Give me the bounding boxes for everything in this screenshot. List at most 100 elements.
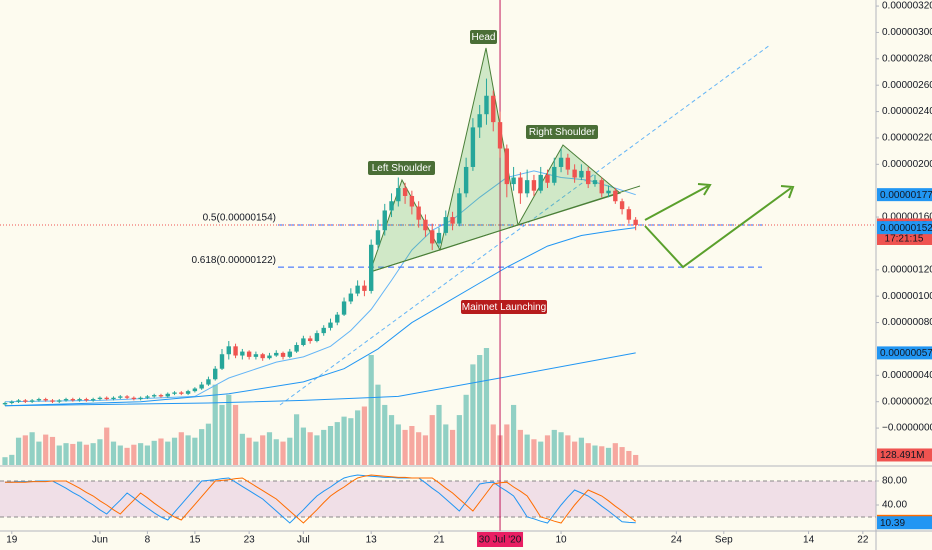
volume-bar xyxy=(531,439,537,465)
volume-bar xyxy=(287,437,293,465)
candle-body xyxy=(260,354,265,359)
candle-body xyxy=(307,338,313,342)
candle-body xyxy=(90,399,96,401)
price-badge xyxy=(877,448,932,462)
candle-body xyxy=(104,397,109,400)
moving-average xyxy=(4,352,636,407)
arrow xyxy=(644,185,709,221)
x-tick-label: 23 xyxy=(244,535,256,546)
volume-bar xyxy=(633,454,639,465)
y-tick-label: 0.00000300 xyxy=(882,27,932,38)
volume-bar xyxy=(307,432,313,465)
y-tick-label: 0.00000220 xyxy=(882,133,932,144)
candle-body xyxy=(450,217,455,224)
y-tick-label: 40.00 xyxy=(882,500,907,511)
candle-body xyxy=(118,396,123,398)
volume-bar xyxy=(578,437,585,465)
x-tick-label: 8 xyxy=(145,535,151,546)
candle-body xyxy=(77,399,82,401)
candle-body xyxy=(97,397,103,400)
candle-body xyxy=(457,193,462,224)
volume-bar xyxy=(592,445,598,465)
volume-bar xyxy=(219,404,225,465)
candle-body xyxy=(341,301,347,315)
volume-bar xyxy=(375,384,381,465)
volume-bar xyxy=(558,432,564,465)
candle-body xyxy=(165,393,170,397)
candle-body xyxy=(280,352,286,357)
volume-bar xyxy=(300,427,306,465)
x-tick-label: Jul xyxy=(297,535,310,546)
candle-body xyxy=(545,174,550,183)
candle-body xyxy=(497,122,503,149)
volume-bar xyxy=(510,404,517,465)
volume-bar xyxy=(327,426,334,465)
price-badge xyxy=(877,516,932,530)
annotation: Left Shoulder xyxy=(372,163,432,174)
volume-bar xyxy=(239,433,245,465)
price-badge-label: 0.00000177 xyxy=(880,190,932,201)
candle-body xyxy=(253,354,259,357)
volume-bar xyxy=(409,426,415,465)
volume-bar xyxy=(490,424,496,465)
volume-bar xyxy=(151,440,157,465)
volume-bar xyxy=(361,406,368,465)
volume-bar xyxy=(178,432,184,465)
volume-bar xyxy=(334,422,340,465)
candle-body xyxy=(491,95,496,123)
volume-bar xyxy=(83,444,89,465)
candle-body xyxy=(619,201,625,210)
candle-body xyxy=(382,210,387,231)
volume-bar xyxy=(443,424,449,465)
countdown: 17:21:15 xyxy=(885,234,924,245)
candle-body xyxy=(172,392,177,394)
candle-body xyxy=(185,391,191,394)
volume-bar xyxy=(524,434,530,465)
arrow xyxy=(644,187,792,269)
candle-layer xyxy=(2,78,638,406)
candle-body xyxy=(599,180,604,194)
candle-body xyxy=(145,396,150,398)
volume-bar xyxy=(144,445,151,465)
volume-bar xyxy=(131,444,137,465)
volume-bar xyxy=(565,435,571,465)
x-tick-label: 14 xyxy=(803,535,815,546)
volume-bar xyxy=(158,438,164,465)
volume-bar xyxy=(253,441,259,465)
y-tick-label: 0.00000240 xyxy=(882,106,932,117)
volume-bar xyxy=(36,441,42,465)
volume-bar xyxy=(280,441,286,465)
stoch-band xyxy=(0,481,876,517)
volume-bar xyxy=(226,394,232,465)
y-tick-label: 0.00000260 xyxy=(882,80,932,91)
volume-bar xyxy=(572,441,578,465)
candle-body xyxy=(613,190,618,202)
volume-bar xyxy=(22,435,28,465)
y-tick-label: 0.00000320 xyxy=(882,1,932,12)
candle-body xyxy=(57,400,62,402)
crosshair-label: 30 Jul '20 xyxy=(479,535,522,546)
candle-body xyxy=(348,293,354,302)
volume-bar xyxy=(538,441,544,465)
candle-body xyxy=(470,127,476,167)
x-tick-label: 19 xyxy=(6,535,18,546)
arrow-head xyxy=(697,183,712,196)
volume-bar xyxy=(388,415,395,465)
annotation-box xyxy=(461,300,547,314)
y-tick-label: 0.00000280 xyxy=(882,53,932,64)
candle-body xyxy=(206,379,211,385)
volume-bar xyxy=(9,454,15,465)
price-badge-label: 128.491M xyxy=(880,450,924,461)
volume-bar xyxy=(449,429,456,465)
volume-bar xyxy=(355,410,361,465)
candle-body xyxy=(219,354,225,369)
candle-body xyxy=(226,346,231,355)
y-tick-label: 0.00000160 xyxy=(882,212,932,223)
volume-bar xyxy=(605,447,612,465)
moving-average xyxy=(4,170,636,403)
volume-bar xyxy=(117,445,123,465)
candle-body xyxy=(2,403,8,405)
candle-body xyxy=(585,170,591,185)
price-badge xyxy=(877,221,932,235)
